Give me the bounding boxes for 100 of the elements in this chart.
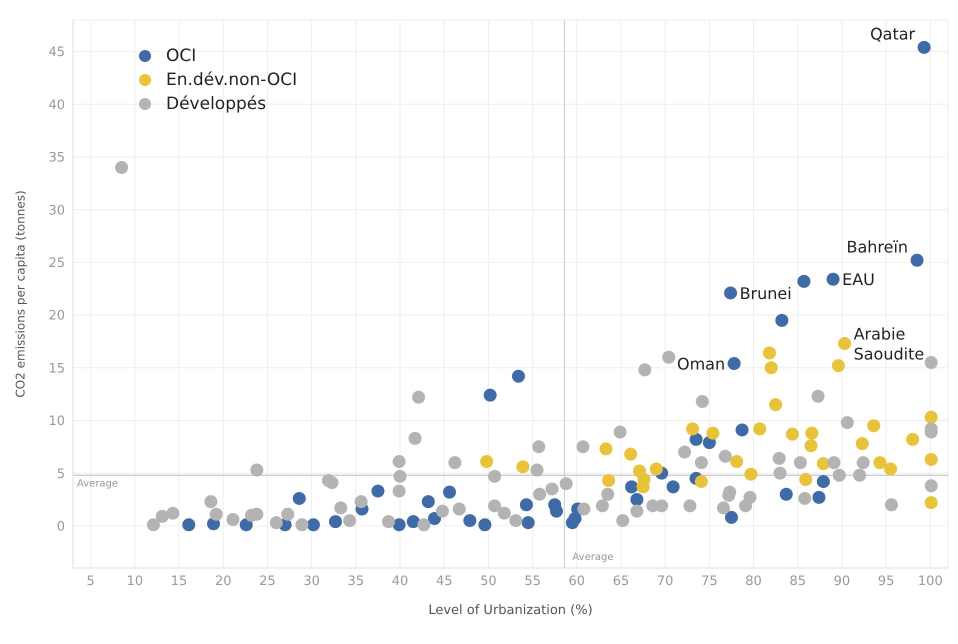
point: [630, 493, 644, 506]
legend-label: OCI: [166, 45, 196, 68]
x-tick-label: 100: [918, 574, 943, 590]
point: [624, 448, 638, 461]
x-tick-label: 65: [612, 574, 630, 590]
x-tick-label: 95: [878, 574, 894, 590]
point: [804, 439, 818, 452]
point: [329, 515, 342, 528]
point: [918, 40, 931, 54]
y-tick-label: 25: [48, 256, 65, 271]
point: [443, 486, 456, 499]
x-tick-label: 20: [214, 574, 232, 590]
point: [906, 432, 920, 446]
x-tick-label: 90: [834, 574, 850, 590]
x-tick-label: 85: [789, 574, 806, 590]
point: [753, 422, 766, 436]
x-tick-label: 40: [392, 574, 408, 590]
point: [182, 518, 196, 532]
point: [873, 456, 886, 470]
point: [764, 361, 778, 374]
point: [744, 468, 758, 481]
ref-line-label: Average: [572, 552, 614, 563]
point: [428, 512, 441, 525]
point: [832, 359, 845, 372]
x-tick-label: 10: [126, 574, 144, 590]
point: [884, 462, 898, 476]
point: [706, 426, 720, 440]
x-tick-label: 5: [86, 574, 95, 590]
point: [522, 516, 535, 530]
point: [924, 410, 938, 424]
legend-label: Développés: [166, 93, 266, 116]
y-tick-label: 15: [48, 361, 65, 376]
point: [724, 286, 738, 300]
x-tick-label: 80: [745, 574, 762, 590]
point: [306, 518, 320, 532]
point: [666, 480, 680, 494]
ref-line-label: Average: [77, 478, 118, 490]
point: [512, 370, 525, 383]
point: [686, 422, 700, 436]
annotation: Brunei: [740, 283, 792, 302]
y-tick-label: 35: [48, 150, 65, 166]
x-tick-label: 15: [170, 574, 188, 590]
y-tick-label: 30: [48, 203, 65, 218]
point: [484, 388, 497, 402]
point: [786, 428, 799, 441]
point: [838, 337, 852, 350]
point: [799, 472, 812, 486]
x-axis-title: Level of Urbanization (%): [428, 603, 593, 618]
annotation: Arabie Saoudite: [854, 324, 924, 364]
point: [775, 314, 788, 327]
point: [762, 346, 776, 360]
point: [924, 452, 938, 466]
x-tick-label: 75: [701, 574, 718, 590]
x-tick-label: 35: [348, 574, 364, 590]
point: [694, 475, 708, 488]
x-tick-label: 25: [259, 574, 276, 590]
point: [650, 462, 663, 476]
point: [392, 518, 406, 532]
x-tick-label: 50: [480, 574, 497, 590]
point: [867, 419, 880, 432]
point: [371, 484, 384, 498]
point: [780, 488, 793, 501]
y-tick-label: 45: [48, 45, 65, 60]
point: [602, 474, 616, 488]
point: [724, 510, 738, 524]
y-tick-label: 0: [56, 519, 65, 534]
point: [240, 518, 253, 532]
point: [406, 515, 420, 528]
y-axis-title: CO2 emissions per capita (tonnes): [13, 190, 28, 398]
point: [599, 442, 612, 456]
annotation: Qatar: [870, 24, 916, 43]
point: [812, 490, 826, 504]
x-tick-label: 30: [303, 574, 320, 590]
point: [520, 498, 533, 512]
y-tick-label: 40: [48, 98, 65, 113]
y-tick-label: 5: [56, 466, 65, 482]
point: [422, 495, 435, 508]
annotation: Bahreïn: [846, 236, 908, 256]
y-tick-label: 10: [48, 414, 65, 430]
x-tick-label: 70: [656, 574, 674, 590]
point: [550, 504, 563, 518]
point: [730, 455, 744, 468]
point: [637, 472, 650, 486]
point: [826, 272, 840, 286]
annotation: Oman: [676, 354, 726, 374]
point: [728, 357, 741, 370]
point: [856, 437, 869, 450]
y-tick-label: 20: [48, 308, 65, 324]
point: [736, 423, 749, 436]
point: [480, 455, 494, 468]
point: [463, 514, 476, 528]
point: [816, 457, 830, 470]
point: [478, 518, 492, 532]
point: [910, 254, 924, 267]
point: [625, 480, 638, 494]
x-tick-label: 55: [524, 574, 541, 590]
point: [516, 460, 530, 474]
point: [816, 475, 830, 488]
point: [690, 432, 703, 446]
legend-label: En.dév.non-OCI: [166, 69, 298, 92]
